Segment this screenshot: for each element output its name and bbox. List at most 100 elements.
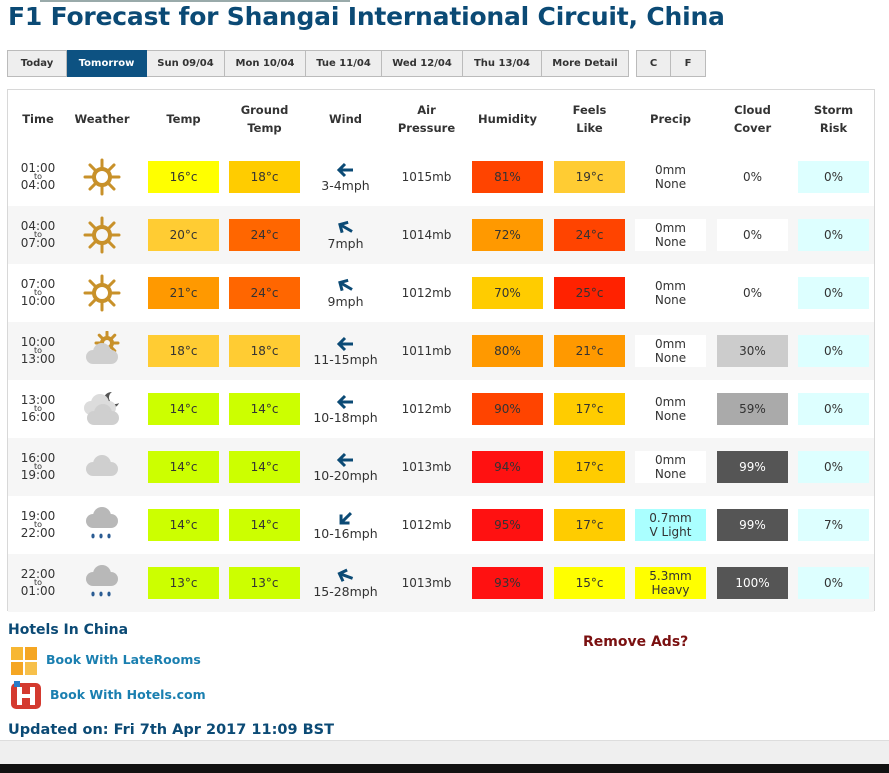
wind-cell: 10-16mph: [310, 496, 381, 554]
ground-temp-value: 14°c: [229, 393, 300, 425]
feels-like-cell: 17°c: [554, 496, 625, 554]
time-cell: 01:00 to 04:00: [20, 161, 56, 192]
tab-more-detail[interactable]: More Detail: [542, 50, 629, 77]
ground-temp-cell: 18°c: [229, 322, 300, 380]
storm-risk-value: 0%: [798, 567, 869, 599]
ground-temp-cell: 14°c: [229, 438, 300, 496]
temp-cell: 14°c: [148, 380, 219, 438]
precip-cell: 5.3mm Heavy: [635, 554, 706, 612]
tab-thu-13-04[interactable]: Thu 13/04: [463, 50, 542, 77]
pressure-cell: 1013mb: [401, 576, 452, 590]
humidity-cell: 93%: [472, 554, 543, 612]
cloud-cover-cell: 100%: [717, 554, 788, 612]
ground-temp-value: 24°c: [229, 219, 300, 251]
precip-level: V Light: [649, 525, 692, 539]
unit-c-button[interactable]: C: [636, 50, 671, 77]
temp-cell: 21°c: [148, 264, 219, 322]
weather-cell: [82, 148, 122, 206]
tab-today[interactable]: Today: [7, 50, 67, 77]
precip-value: 5.3mm Heavy: [635, 567, 706, 599]
storm-risk-cell: 0%: [798, 322, 869, 380]
humidity-value: 70%: [472, 277, 543, 309]
cloud-cover-value: 100%: [717, 567, 788, 599]
temp-cell: 20°c: [148, 206, 219, 264]
sun-icon: [83, 158, 121, 196]
ground-temp-value: 14°c: [229, 451, 300, 483]
humidity-value: 90%: [472, 393, 543, 425]
time-cell: 04:00 to 07:00: [20, 219, 56, 250]
header-precip: Precip: [650, 112, 691, 126]
time-cell: 07:00 to 10:00: [20, 277, 56, 308]
pressure-cell: 1012mb: [401, 518, 452, 532]
weather-cell: [82, 322, 122, 380]
laterooms-link[interactable]: Book With LateRooms: [46, 652, 201, 667]
tab-tue-11-04[interactable]: Tue 11/04: [306, 50, 382, 77]
humidity-cell: 94%: [472, 438, 543, 496]
hotels-com-link[interactable]: Book With Hotels.com: [50, 687, 206, 702]
cloud-cover-value: 59%: [717, 393, 788, 425]
precip-cell: 0mm None: [635, 148, 706, 206]
tab-sun-09-04[interactable]: Sun 09/04: [147, 50, 225, 77]
pressure-cell: 1012mb: [401, 402, 452, 416]
tab-mon-10-04[interactable]: Mon 10/04: [225, 50, 306, 77]
precip-level: None: [654, 293, 687, 307]
storm-risk-value: 0%: [798, 219, 869, 251]
table-row: 07:00 to 10:00 21°c 24°c 9mph 1012mb 70% 2…: [8, 264, 874, 322]
cloud-cover-value: 99%: [717, 509, 788, 541]
precip-cell: 0mm None: [635, 322, 706, 380]
weather-cell: [82, 554, 122, 612]
wind-cell: 9mph: [310, 264, 381, 322]
weather-cell: [82, 496, 122, 554]
humidity-cell: 70%: [472, 264, 543, 322]
ground-temp-value: 13°c: [229, 567, 300, 599]
pressure-cell: 1011mb: [401, 344, 452, 358]
storm-risk-value: 0%: [798, 451, 869, 483]
arrow-left-icon: [336, 452, 353, 467]
temp-value: 18°c: [148, 335, 219, 367]
table-row: 19:00 to 22:00 14°c 14°c 10-16mph 1012mb 9…: [8, 496, 874, 554]
temp-value: 20°c: [148, 219, 219, 251]
storm-risk-value: 0%: [798, 161, 869, 193]
temp-cell: 14°c: [148, 438, 219, 496]
pressure-cell: 1014mb: [401, 228, 452, 242]
top-divider: [40, 0, 350, 2]
ground-temp-value: 14°c: [229, 509, 300, 541]
humidity-cell: 90%: [472, 380, 543, 438]
laterooms-logo-icon: [11, 647, 37, 675]
precip-value: 0mm None: [635, 451, 706, 483]
precip-amount: 0mm: [654, 279, 686, 293]
humidity-value: 81%: [472, 161, 543, 193]
arrow-up-left-icon: [337, 220, 353, 233]
tab-wed-12-04[interactable]: Wed 12/04: [382, 50, 463, 77]
storm-risk-value: 0%: [798, 277, 869, 309]
temp-cell: 18°c: [148, 322, 219, 380]
precip-value: 0mm None: [635, 161, 706, 193]
humidity-cell: 80%: [472, 322, 543, 380]
weather-cell: [82, 206, 122, 264]
temp-value: 21°c: [148, 277, 219, 309]
table-row: 22:00 to 01:00 13°c 13°c 15-28mph 1013mb 9…: [8, 554, 874, 612]
precip-value: 0mm None: [635, 277, 706, 309]
storm-risk-cell: 0%: [798, 264, 869, 322]
table-row: 13:00 to 16:00 14°c 14°c 10-18mph 1012mb 9…: [8, 380, 874, 438]
moon-cloud-icon: [84, 391, 119, 425]
arrow-left-icon: [336, 162, 353, 177]
remove-ads-link[interactable]: Remove Ads?: [583, 634, 689, 650]
sun-icon: [83, 274, 121, 312]
header-temp: Temp: [166, 112, 201, 126]
precip-level: None: [654, 409, 687, 423]
temp-value: 14°c: [148, 451, 219, 483]
humidity-value: 80%: [472, 335, 543, 367]
wind-cell: 10-18mph: [310, 380, 381, 438]
ground-temp-cell: 14°c: [229, 380, 300, 438]
header-weather: Weather: [74, 112, 130, 126]
humidity-cell: 95%: [472, 496, 543, 554]
cloud-cover-cell: 0%: [717, 148, 788, 206]
unit-f-button[interactable]: F: [671, 50, 706, 77]
weather-cell: [82, 264, 122, 322]
tab-tomorrow[interactable]: Tomorrow: [67, 50, 147, 77]
header-humidity: Humidity: [478, 112, 537, 126]
precip-level: Heavy: [651, 583, 690, 597]
time-cell: 19:00 to 22:00: [20, 509, 56, 540]
